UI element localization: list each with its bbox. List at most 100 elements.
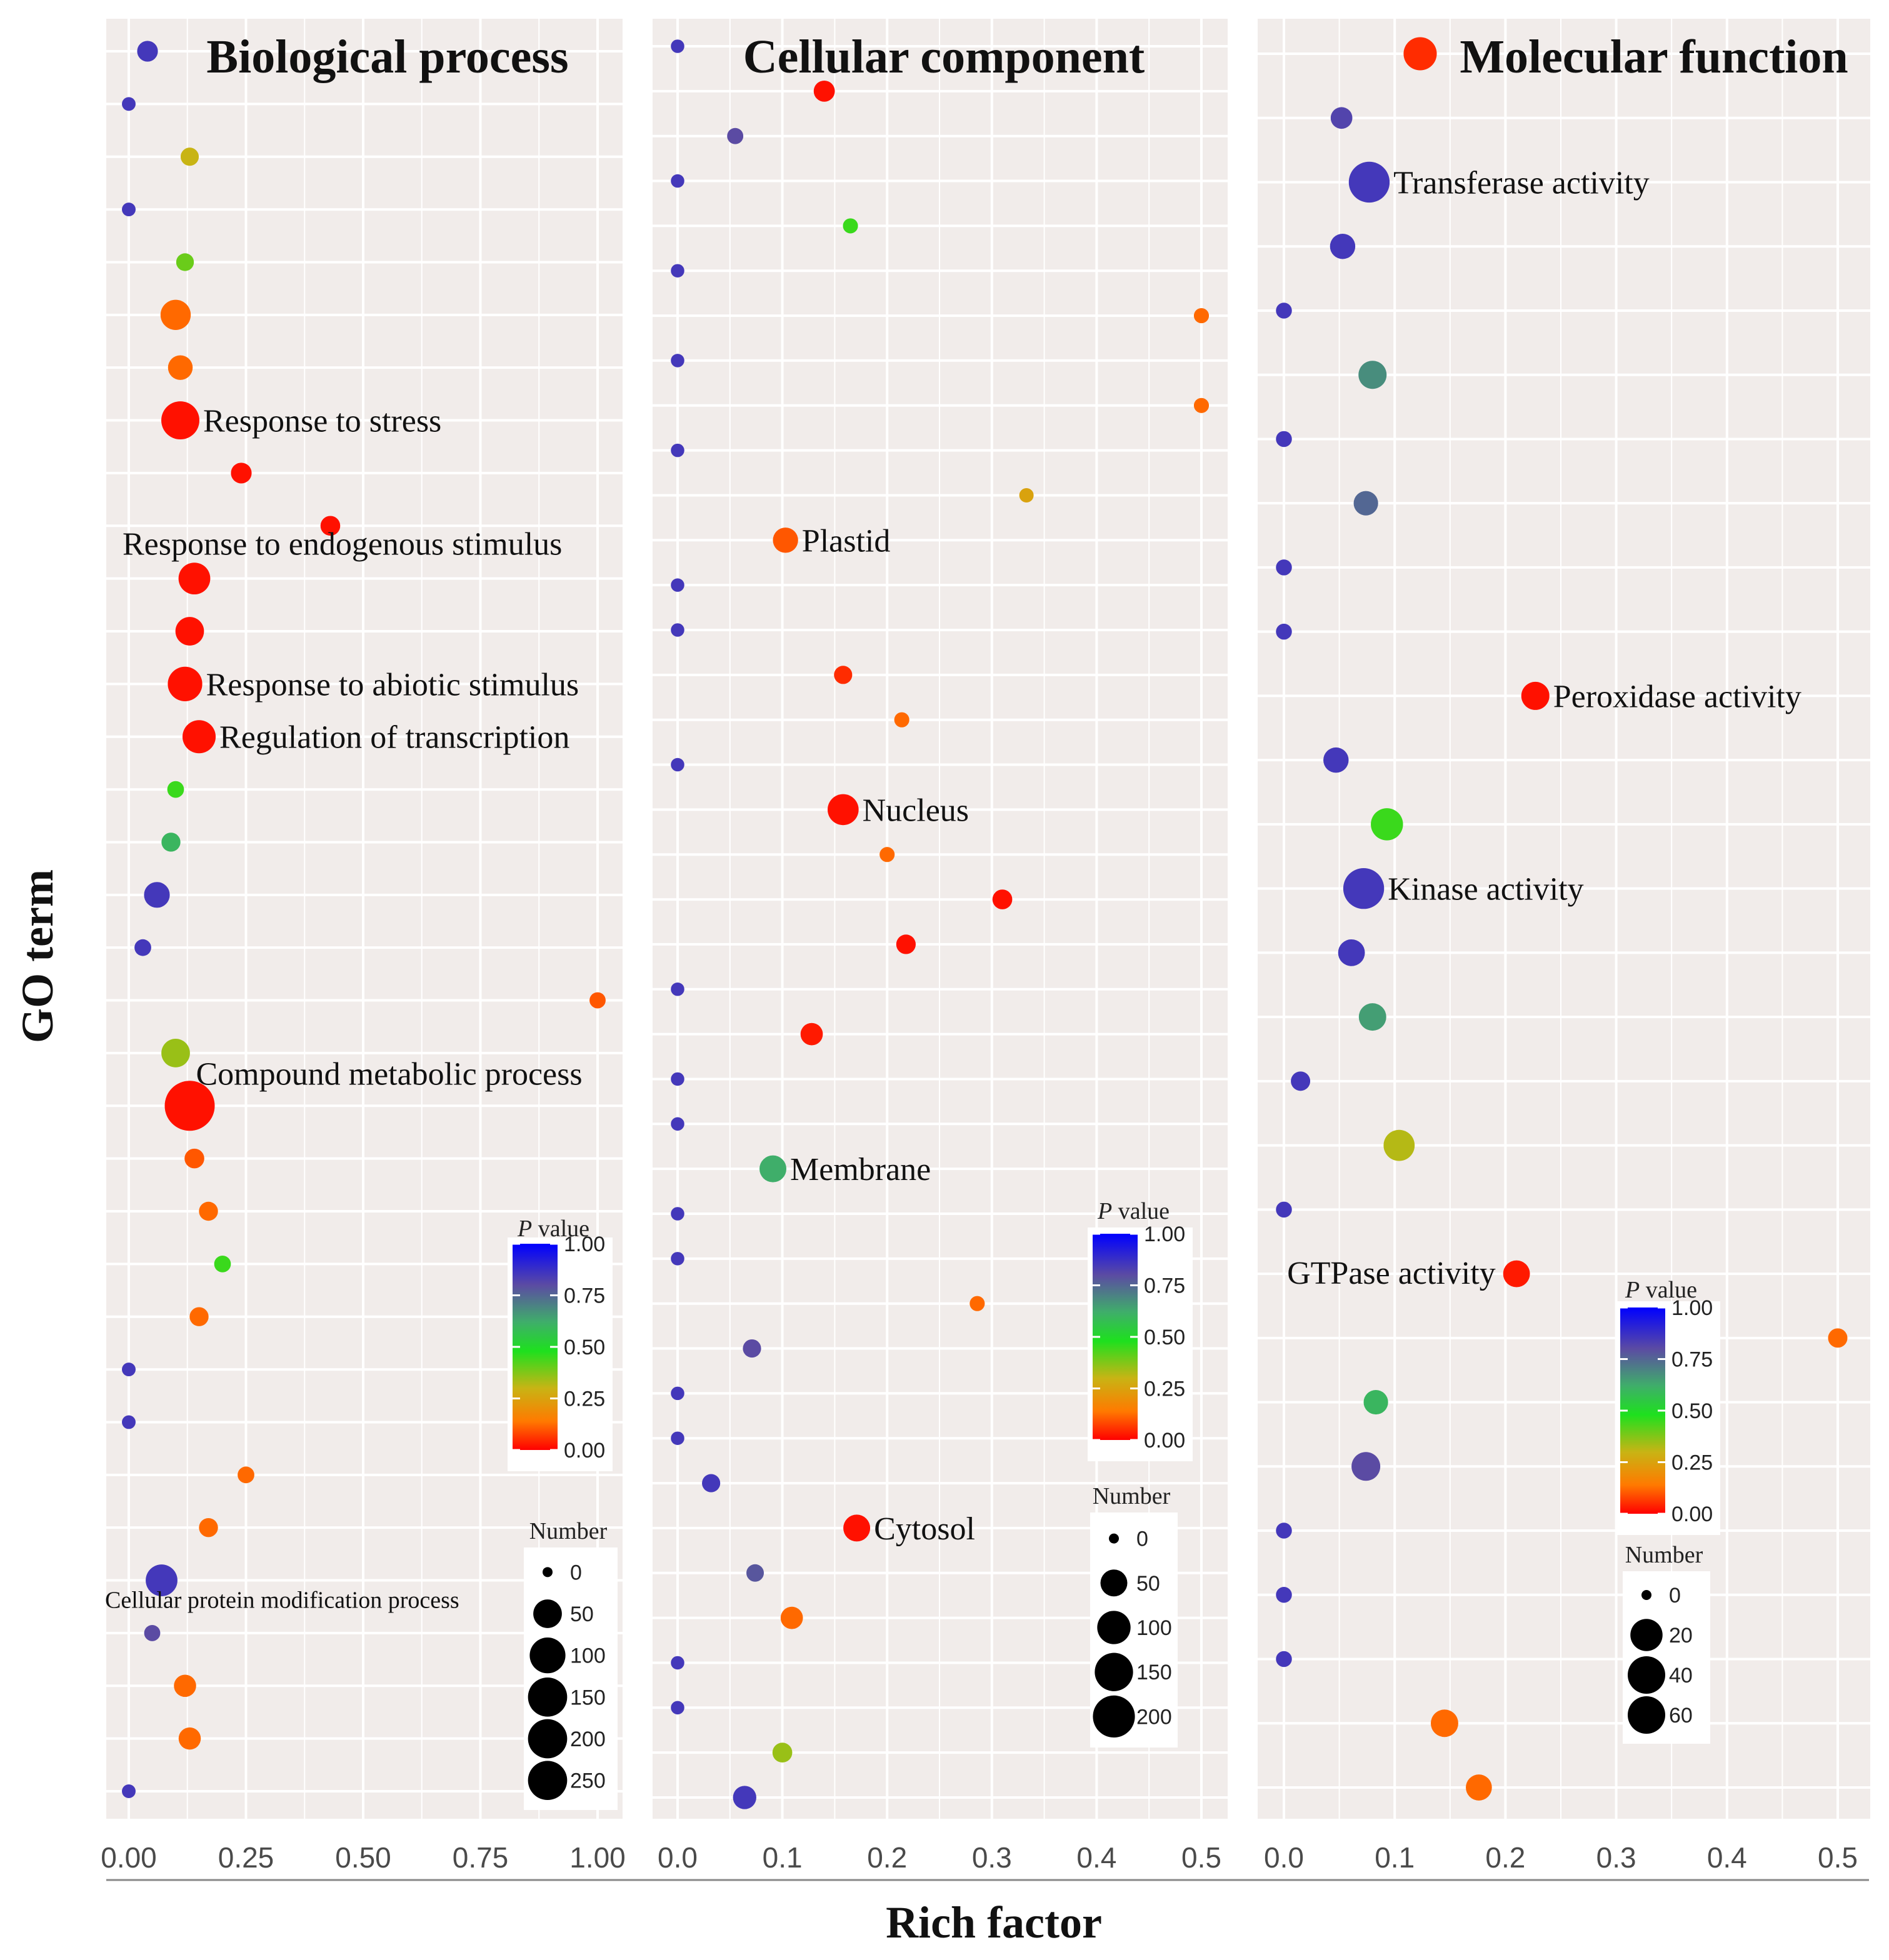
- data-point: [168, 355, 193, 380]
- term-annotation: Kinase activity: [1388, 872, 1583, 908]
- data-point: [1330, 107, 1353, 129]
- size-legend-label: 0: [570, 1561, 582, 1584]
- size-legend-label: 150: [1136, 1661, 1172, 1684]
- data-point: [231, 462, 252, 484]
- size-legend-dot: [1630, 1619, 1663, 1651]
- x-tick-label: 0.5: [1181, 1841, 1221, 1874]
- colorbar-tick-label: 1.00: [564, 1232, 605, 1256]
- colorbar-tick-label: 0.25: [564, 1388, 605, 1411]
- data-point: [1330, 233, 1356, 259]
- data-point: [176, 253, 194, 271]
- panel-molecular-function: 0.0 0.1 0.2 0.3 0.4 0.5 Molecular function Tran…: [1258, 19, 1870, 1874]
- data-point: [122, 1415, 136, 1429]
- data-point: [134, 939, 151, 956]
- data-point: [671, 1117, 684, 1131]
- size-legend-dot: [1093, 1695, 1135, 1738]
- data-point: [813, 80, 835, 102]
- data-point: [1403, 37, 1437, 71]
- size-legend-label: 0: [1669, 1584, 1681, 1608]
- data-point: [1276, 1522, 1292, 1539]
- panel-biological-process: 0.00 0.25 0.50 0.75 1.00 Biological process Re…: [101, 19, 626, 1874]
- x-tick-label: 1.00: [569, 1841, 626, 1874]
- data-point: [589, 992, 606, 1009]
- colorbar-tick-label: 0.75: [1144, 1274, 1185, 1298]
- term-annotation: Compound metabolic process: [196, 1056, 583, 1092]
- data-point: [168, 666, 203, 701]
- data-point: [1323, 747, 1349, 773]
- data-point: [1466, 1774, 1492, 1801]
- data-point: [122, 1362, 136, 1377]
- size-legend-label: 100: [1136, 1616, 1172, 1640]
- size-legend-dot: [543, 1567, 553, 1578]
- data-point: [671, 758, 684, 772]
- data-point: [199, 1201, 218, 1221]
- data-point: [671, 443, 684, 458]
- x-tick-label: 0.2: [1485, 1841, 1525, 1874]
- data-point: [1338, 939, 1365, 966]
- colorbar-tick-label: 0.75: [1671, 1348, 1713, 1372]
- term-annotation: Nucleus: [863, 792, 969, 828]
- x-tick-label: 0.0: [1264, 1841, 1304, 1874]
- size-legend-title: Number: [529, 1518, 608, 1544]
- term-annotation: Peroxidase activity: [1553, 679, 1801, 714]
- data-point: [671, 623, 684, 637]
- x-axis-title: Rich factor: [886, 1898, 1102, 1948]
- size-legend-dot: [528, 1761, 568, 1801]
- data-point: [1358, 361, 1387, 389]
- data-point: [1193, 398, 1210, 413]
- colorbar-tick-label: 0.25: [1144, 1378, 1185, 1401]
- data-point: [161, 401, 199, 440]
- data-point: [320, 516, 341, 536]
- data-point: [174, 1674, 196, 1698]
- x-tick-label: 0.4: [1707, 1841, 1747, 1874]
- term-annotation: Response to stress: [203, 404, 441, 439]
- size-legend-dot: [529, 1638, 566, 1674]
- x-tick-label: 0.75: [453, 1841, 509, 1874]
- colorbar-tick-label: 1.00: [1144, 1222, 1185, 1246]
- data-point: [992, 889, 1013, 909]
- data-point: [671, 1386, 684, 1401]
- data-point: [671, 1072, 684, 1086]
- x-tick-label: 0.4: [1076, 1841, 1116, 1874]
- data-point: [671, 354, 684, 368]
- data-point: [1343, 868, 1385, 909]
- term-annotation: Membrane: [790, 1152, 931, 1188]
- size-legend-title: Number: [1093, 1483, 1171, 1509]
- data-point: [238, 1466, 254, 1484]
- data-point: [175, 617, 204, 646]
- panel-title: Biological process: [206, 31, 568, 83]
- data-point: [161, 832, 181, 852]
- colorbar-tick-label: 0.00: [1671, 1502, 1713, 1526]
- data-point: [671, 578, 684, 592]
- size-legend-dot: [1100, 1569, 1128, 1597]
- data-point: [773, 528, 798, 553]
- size-legend-dot: [528, 1719, 568, 1759]
- term-annotation: Cytosol: [874, 1511, 975, 1547]
- term-annotation: Response to endogenous stimulus: [123, 527, 562, 562]
- data-point: [1371, 808, 1403, 841]
- size-legend-dot: [1097, 1611, 1131, 1644]
- data-point: [1276, 431, 1292, 448]
- x-tick-label: 0.00: [101, 1841, 157, 1874]
- x-tick-label: 0.2: [867, 1841, 907, 1874]
- colorbar-tick-label: 1.00: [1671, 1296, 1713, 1320]
- data-point: [1348, 161, 1390, 203]
- x-tick-label: 0.1: [763, 1841, 803, 1874]
- panel-background: [1258, 19, 1870, 1819]
- data-point: [733, 1786, 756, 1809]
- data-point: [160, 299, 191, 331]
- size-legend-label: 100: [570, 1644, 606, 1668]
- data-point: [746, 1564, 764, 1582]
- data-point: [199, 1518, 218, 1538]
- data-point: [970, 1296, 985, 1311]
- data-point: [184, 1148, 204, 1169]
- data-point: [1351, 1452, 1381, 1481]
- data-point: [178, 1727, 201, 1750]
- size-legend-dot: [528, 1678, 568, 1717]
- data-point: [1353, 491, 1378, 516]
- data-point: [1363, 1389, 1388, 1415]
- data-point: [122, 1784, 136, 1798]
- data-point: [759, 1155, 787, 1182]
